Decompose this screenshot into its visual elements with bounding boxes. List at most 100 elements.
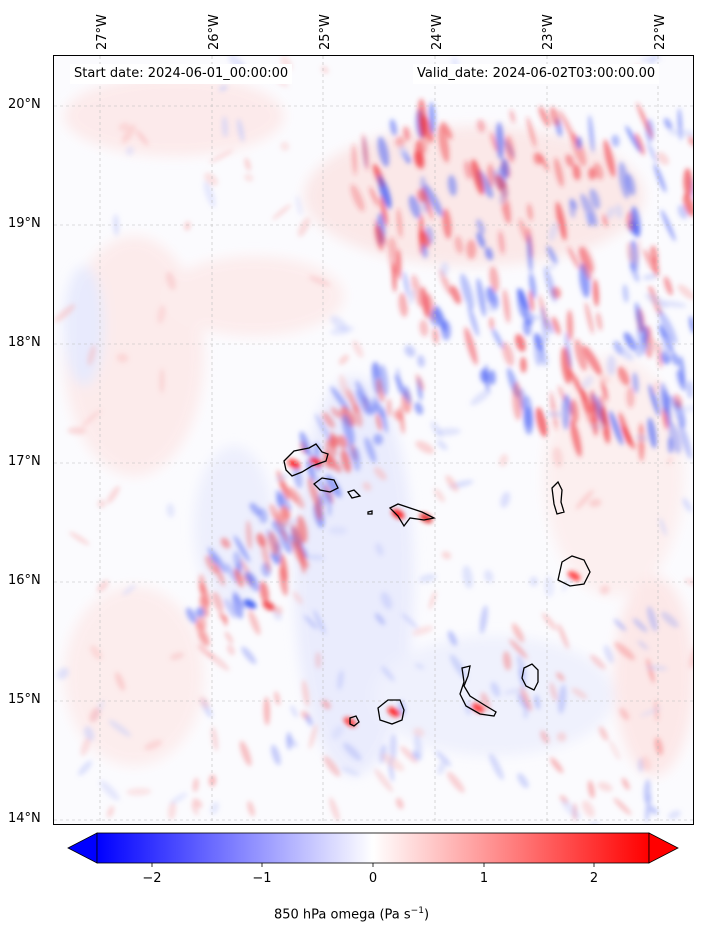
omega-streak bbox=[373, 433, 383, 445]
omega-streak bbox=[490, 132, 498, 153]
omega-streak bbox=[267, 531, 280, 556]
colorbar-tick-2: 2 bbox=[589, 871, 599, 886]
omega-streak bbox=[606, 354, 616, 376]
omega-streak bbox=[290, 522, 303, 544]
omega-streak bbox=[668, 422, 682, 454]
omega-streak bbox=[87, 344, 96, 366]
omega-streak bbox=[409, 289, 415, 305]
omega-streak bbox=[687, 135, 693, 147]
omega-streak bbox=[262, 601, 276, 611]
omega-streak bbox=[121, 124, 136, 144]
omega-streak bbox=[391, 509, 405, 519]
omega-streak bbox=[509, 109, 516, 123]
omega-streak bbox=[328, 526, 347, 535]
omega-streak bbox=[225, 562, 238, 584]
omega-streak bbox=[203, 181, 216, 208]
omega-streak bbox=[569, 399, 579, 424]
omega-streak bbox=[484, 364, 490, 393]
omega-streak bbox=[683, 168, 693, 198]
omega-streak bbox=[646, 142, 658, 164]
omega-streak bbox=[207, 547, 228, 574]
omega-streak bbox=[657, 309, 678, 345]
omega-streak bbox=[191, 803, 199, 816]
omega-streak bbox=[661, 338, 670, 356]
omega-streak bbox=[275, 473, 289, 481]
omega-streak bbox=[78, 760, 92, 776]
omega-streak bbox=[412, 625, 434, 636]
omega-streak bbox=[185, 607, 197, 624]
omega-streak bbox=[284, 508, 292, 521]
omega-streak bbox=[342, 414, 355, 446]
omega-streak bbox=[57, 667, 69, 680]
omega-streak bbox=[126, 146, 134, 156]
omega-streak bbox=[464, 160, 472, 180]
omega-streak bbox=[350, 184, 365, 212]
omega-streak bbox=[352, 404, 363, 428]
omega-streak bbox=[509, 639, 528, 659]
omega-streak bbox=[682, 498, 692, 512]
island-santiago bbox=[459, 665, 497, 717]
omega-streak bbox=[398, 405, 405, 434]
omega-streak bbox=[315, 652, 322, 669]
omega-streak bbox=[404, 345, 416, 358]
omega-streak bbox=[517, 773, 529, 789]
omega-streak bbox=[617, 366, 630, 386]
map-panel[interactable] bbox=[53, 55, 694, 825]
omega-streak bbox=[377, 136, 390, 167]
omega-streak bbox=[343, 742, 362, 761]
omega-streaks bbox=[54, 56, 693, 824]
omega-streak bbox=[329, 434, 339, 448]
omega-streak bbox=[480, 692, 491, 711]
omega-streak bbox=[440, 262, 449, 277]
omega-streak bbox=[314, 413, 331, 442]
omega-streak bbox=[678, 421, 692, 460]
omega-streak bbox=[107, 805, 115, 818]
omega-streak bbox=[570, 419, 582, 457]
omega-streak bbox=[330, 386, 350, 412]
omega-streak bbox=[522, 318, 532, 336]
omega-streak bbox=[661, 611, 679, 628]
omega-streak bbox=[546, 245, 558, 265]
omega-streak bbox=[218, 85, 228, 92]
omega-streak bbox=[306, 459, 316, 482]
omega-streak bbox=[199, 595, 209, 618]
omega-streak bbox=[632, 618, 648, 633]
lon-label-25w: 25°W bbox=[318, 14, 333, 50]
omega-streak bbox=[329, 797, 340, 822]
omega-streak bbox=[361, 133, 369, 171]
omega-streak bbox=[237, 118, 245, 142]
lat-label-15n: 15°N bbox=[8, 692, 41, 707]
omega-streak bbox=[543, 266, 557, 303]
omega-streak bbox=[116, 353, 129, 363]
omega-streak bbox=[313, 609, 326, 635]
omega-streak bbox=[527, 203, 533, 221]
omega-streak bbox=[528, 290, 534, 313]
omega-streak bbox=[529, 576, 539, 587]
omega-streak bbox=[274, 691, 281, 706]
omega-streak bbox=[641, 756, 652, 772]
omega-streak bbox=[221, 116, 228, 138]
omega-streak bbox=[291, 540, 309, 569]
omega-streak bbox=[308, 275, 331, 287]
omega-streak bbox=[584, 301, 594, 335]
omega-streak bbox=[380, 195, 388, 227]
omega-streak bbox=[197, 644, 214, 659]
omega-streak bbox=[561, 799, 581, 820]
omega-streak bbox=[564, 332, 572, 369]
omega-streak bbox=[90, 645, 103, 660]
omega-streak bbox=[352, 446, 361, 472]
omega-streak bbox=[337, 435, 348, 449]
omega-streak bbox=[498, 230, 505, 255]
omega-streak bbox=[299, 431, 311, 455]
omega-streak bbox=[308, 477, 320, 506]
omega-streak bbox=[387, 707, 401, 717]
omega-streak bbox=[81, 409, 102, 428]
omega-streak bbox=[540, 306, 548, 345]
omega-streak bbox=[308, 724, 318, 749]
omega-streak bbox=[544, 576, 555, 597]
omega-streak bbox=[600, 406, 611, 444]
omega-streak bbox=[596, 312, 603, 331]
colorbar-tick-1: 1 bbox=[479, 871, 489, 886]
gridlines bbox=[54, 56, 693, 824]
omega-streak bbox=[642, 273, 657, 281]
